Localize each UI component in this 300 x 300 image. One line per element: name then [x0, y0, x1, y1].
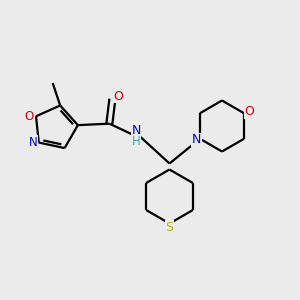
Text: S: S [166, 221, 173, 234]
Text: O: O [25, 110, 34, 123]
Text: N: N [131, 124, 141, 137]
Text: H: H [132, 134, 140, 148]
Text: O: O [113, 89, 123, 103]
Text: N: N [192, 133, 201, 146]
Text: N: N [28, 136, 37, 149]
Text: O: O [244, 105, 254, 118]
